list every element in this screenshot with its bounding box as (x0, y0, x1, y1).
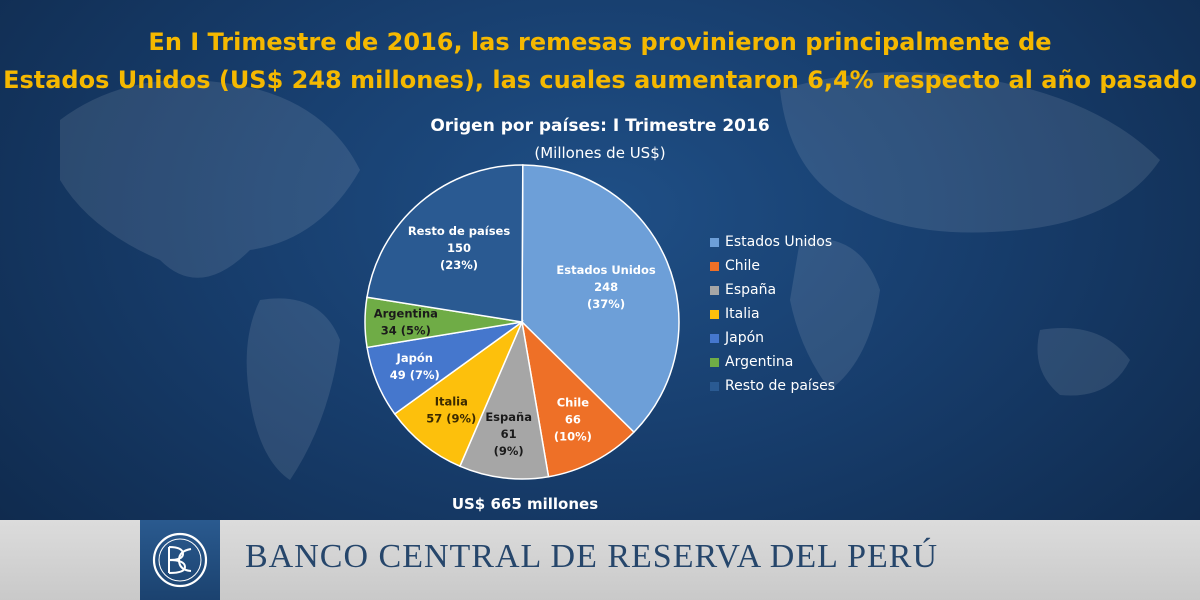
legend-swatch (710, 261, 719, 271)
chart-subtitle: (Millones de US$) (534, 144, 666, 162)
pie-chart: Estados Unidos 248 (37%) Chile 66 (10%) España… (364, 164, 680, 480)
legend-item-estados-unidos: Estados Unidos (710, 230, 835, 254)
chart-total: US$ 665 millones (451, 495, 599, 513)
slice-label-espa-a: (9%) (494, 444, 524, 458)
legend-item-resto-de-pa-ses: Resto de países (710, 374, 835, 398)
legend-item-espa-a: España (710, 278, 835, 302)
slice-label-chile: (10%) (554, 429, 592, 443)
legend-label: Italia (725, 306, 760, 322)
slice-label-espa-a: 61 (501, 427, 517, 441)
pie-slice-espa-a (458, 319, 550, 480)
legend-item-argentina: Argentina (710, 350, 835, 374)
legend-item-jap-n: Japón (710, 326, 835, 350)
slice-label-chile: Chile (557, 395, 590, 409)
slice-label-italia: 57 (9%) (426, 412, 476, 426)
headline: En I Trimestre de 2016, las remesas prov… (0, 26, 1200, 96)
pie-slice-estados-unidos (521, 164, 680, 434)
legend-swatch (710, 285, 719, 295)
headline-line-2: Estados Unidos (US$ 248 millones), las c… (3, 66, 1197, 94)
slice-label-argentina: Argentina (374, 307, 438, 321)
legend-swatch (710, 309, 719, 319)
legend-swatch (710, 357, 719, 367)
slice-label-resto-de-pa-ses: Resto de países (408, 224, 511, 238)
bank-name: BANCO CENTRAL DE RESERVA DEL PERÚ (245, 538, 939, 575)
slice-label-estados-unidos: 248 (594, 280, 618, 294)
slice-label-jap-n: Japón (396, 351, 433, 365)
legend-label: Resto de países (725, 378, 836, 394)
legend-swatch (710, 237, 719, 247)
slice-label-estados-unidos: Estados Unidos (556, 263, 656, 277)
slice-label-argentina: 34 (5%) (381, 324, 431, 338)
headline-line-1: En I Trimestre de 2016, las remesas prov… (148, 28, 1052, 56)
legend-item-chile: Chile (710, 254, 835, 278)
legend-label: España (725, 282, 777, 298)
legend-swatch (710, 333, 719, 343)
legend-swatch (710, 381, 719, 391)
slice-label-jap-n: 49 (7%) (390, 368, 440, 382)
chart-title: Origen por países: I Trimestre 2016 (430, 116, 770, 136)
pie-slice-resto-de-pa-ses (366, 164, 524, 323)
slice-label-chile: 66 (565, 412, 581, 426)
slice-label-italia: Italia (435, 395, 468, 409)
slice-label-resto-de-pa-ses: 150 (447, 241, 471, 255)
slice-label-espa-a: España (485, 410, 532, 424)
legend-item-italia: Italia (710, 302, 835, 326)
slice-label-resto-de-pa-ses: (23%) (440, 258, 478, 272)
legend-label: Argentina (725, 354, 794, 370)
bcrp-monogram-icon (140, 520, 220, 600)
slice-label-estados-unidos: (37%) (587, 297, 625, 311)
pie-slice-chile (520, 319, 635, 478)
pie-slice-italia (393, 319, 524, 468)
legend-label: Japón (725, 330, 765, 346)
legend-label: Chile (725, 258, 761, 274)
legend-label: Estados Unidos (725, 234, 833, 250)
chart-legend: Estados Unidos Chile España Italia Japón Arge… (710, 230, 835, 398)
